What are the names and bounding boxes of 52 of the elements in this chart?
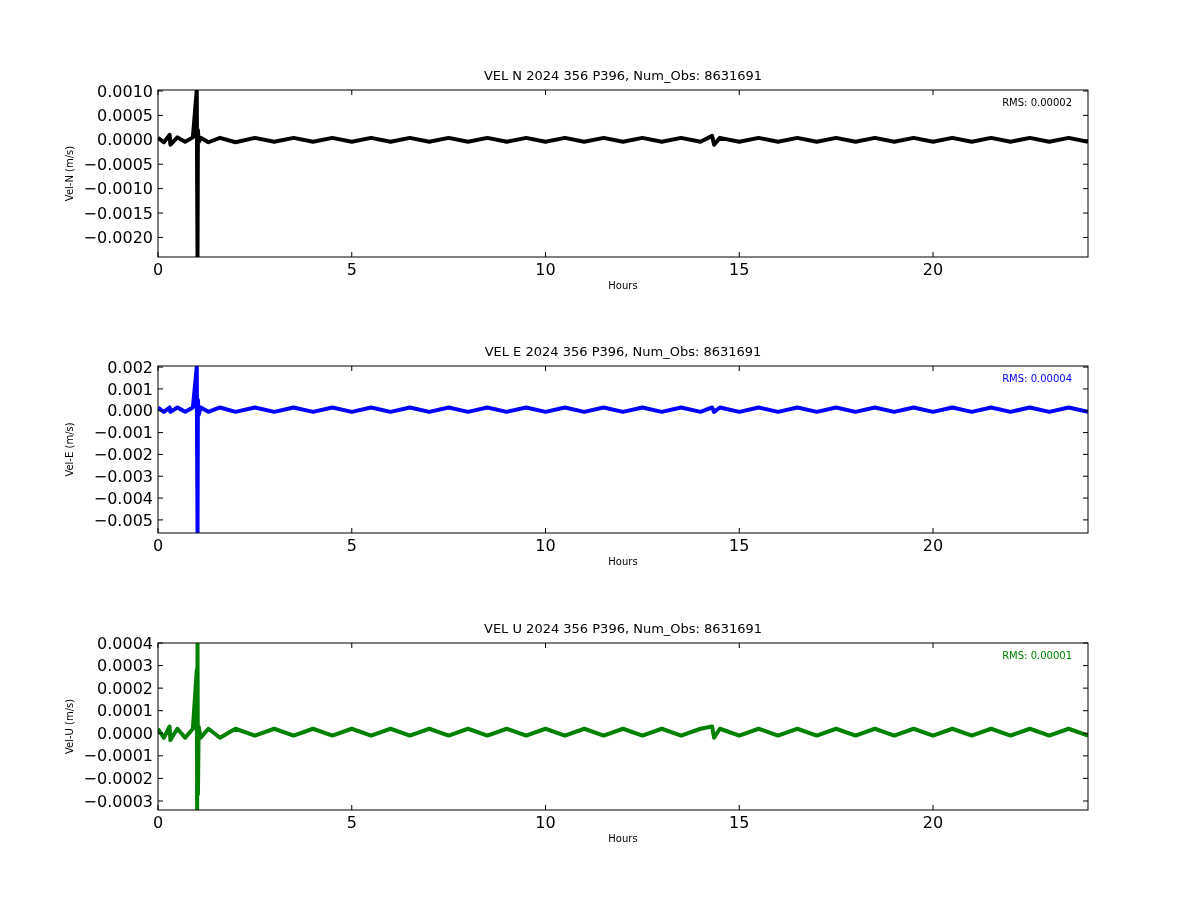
x-tick-label: 20 xyxy=(922,536,944,555)
x-tick-label: 10 xyxy=(535,813,556,832)
x-tick-label: 10 xyxy=(535,260,556,279)
y-axis-title: Vel-U (m/s) xyxy=(64,698,75,755)
x-tick-label: 0 xyxy=(152,813,164,832)
chart-title: VEL N 2024 356 P396, Num_Obs: 8631691 xyxy=(483,68,763,83)
x-axis-title: Hours xyxy=(608,833,638,844)
y-tick-label: 0.0002 xyxy=(97,678,153,698)
x-tick-label: 10 xyxy=(535,536,556,555)
y-tick-label: −0.0010 xyxy=(83,179,153,199)
annotation: RMS: 0.00002 xyxy=(1002,97,1072,108)
y-tick-label: 0.0005 xyxy=(97,105,153,125)
annotation: RMS: 0.00004 xyxy=(1002,373,1072,384)
y-tick-label: −0.0005 xyxy=(83,154,153,174)
line-series xyxy=(158,366,1088,533)
y-tick-label: 0.0010 xyxy=(97,81,153,101)
y-tick-label: −0.001 xyxy=(93,423,153,443)
x-tick-label: 15 xyxy=(729,260,750,279)
x-axis-title: Hours xyxy=(608,280,638,291)
y-tick-label: −0.002 xyxy=(93,445,153,465)
y-tick-label: −0.003 xyxy=(93,466,153,486)
y-tick-label: −0.005 xyxy=(93,510,153,530)
x-axis-title: Hours xyxy=(608,556,638,567)
y-tick-label: −0.0003 xyxy=(83,791,153,811)
x-tick-label: 0 xyxy=(152,260,164,279)
y-tick-label: 0.002 xyxy=(107,357,153,377)
x-tick-label: 5 xyxy=(346,260,357,279)
y-tick-label: −0.004 xyxy=(93,488,153,508)
y-tick-label: 0.0003 xyxy=(97,656,153,676)
x-tick-label: 20 xyxy=(922,813,944,832)
y-tick-label: 0.0004 xyxy=(97,633,153,653)
y-tick-label: 0.000 xyxy=(107,401,153,421)
x-tick-label: 20 xyxy=(922,260,944,279)
y-axis-title: Vel-E (m/s) xyxy=(64,422,75,477)
x-tick-label: 5 xyxy=(346,536,357,555)
chart-title: VEL E 2024 356 P396, Num_Obs: 8631691 xyxy=(484,344,762,359)
y-tick-label: −0.0002 xyxy=(83,769,153,789)
y-tick-label: −0.0001 xyxy=(83,746,153,766)
y-tick-label: −0.0020 xyxy=(83,228,153,248)
x-tick-label: 0 xyxy=(152,536,164,555)
chart-title: VEL U 2024 356 P396, Num_Obs: 8631691 xyxy=(483,621,763,636)
y-axis-title: Vel-N (m/s) xyxy=(64,145,75,202)
x-tick-label: 5 xyxy=(346,813,357,832)
x-tick-label: 15 xyxy=(729,813,750,832)
annotation: RMS: 0.00001 xyxy=(1002,650,1072,661)
line-series xyxy=(158,643,1088,810)
y-tick-label: −0.0015 xyxy=(83,203,153,223)
y-tick-label: 0.0000 xyxy=(97,130,153,150)
y-tick-label: 0.0000 xyxy=(97,723,153,743)
y-tick-label: 0.001 xyxy=(107,379,153,399)
x-tick-label: 15 xyxy=(729,536,750,555)
y-tick-label: 0.0001 xyxy=(97,701,153,721)
